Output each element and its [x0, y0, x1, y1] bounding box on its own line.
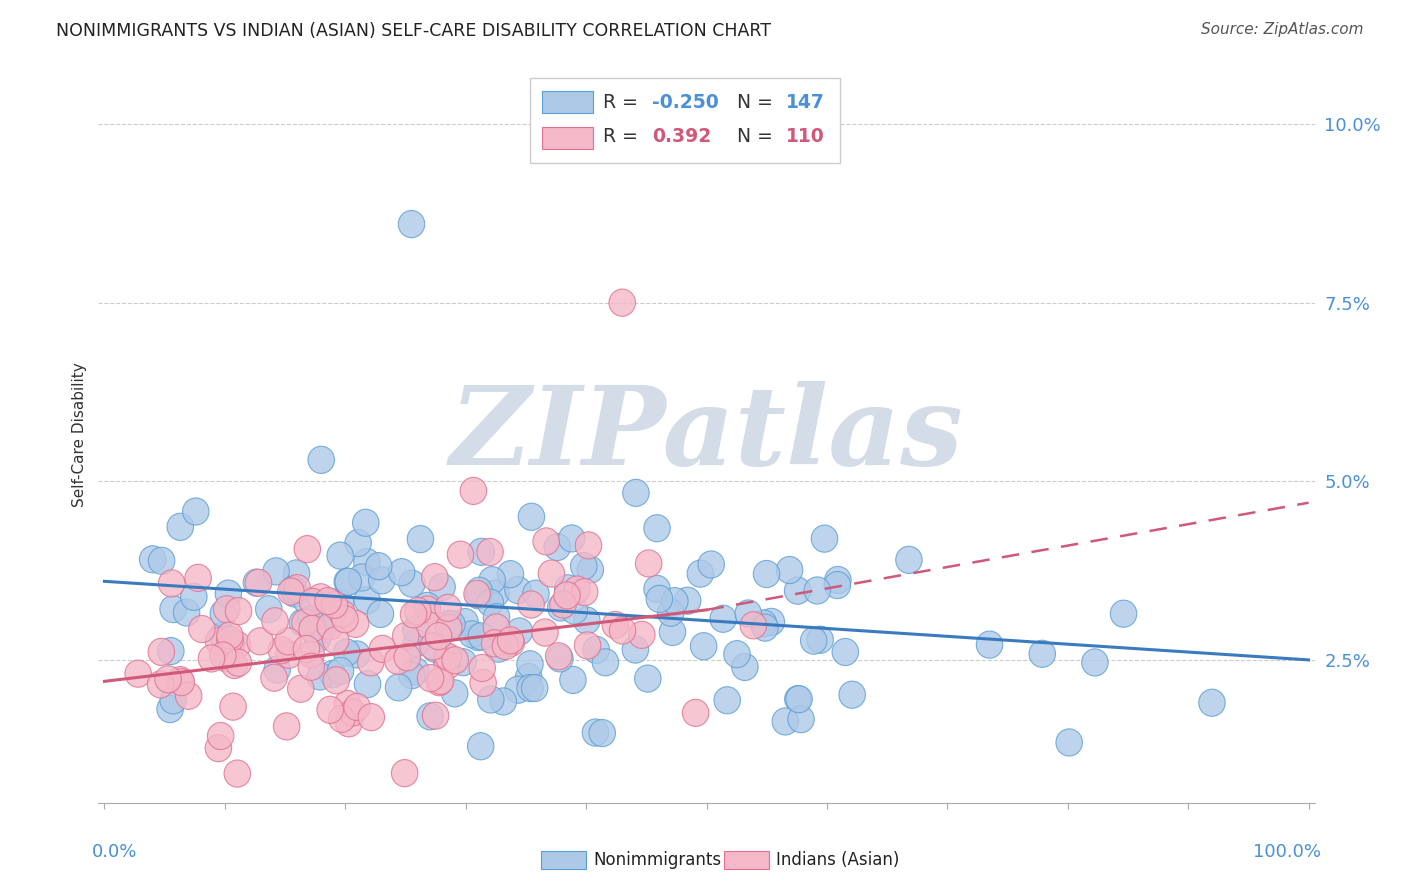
Text: R =: R =: [603, 93, 644, 112]
Text: -0.250: -0.250: [652, 93, 718, 112]
Text: N =: N =: [737, 128, 779, 146]
Text: 100.0%: 100.0%: [1253, 843, 1320, 862]
FancyBboxPatch shape: [543, 91, 593, 113]
FancyBboxPatch shape: [530, 78, 841, 162]
Text: Nonimmigrants: Nonimmigrants: [593, 851, 721, 869]
Text: 0.392: 0.392: [652, 128, 711, 146]
Text: Source: ZipAtlas.com: Source: ZipAtlas.com: [1201, 22, 1364, 37]
Text: Indians (Asian): Indians (Asian): [776, 851, 900, 869]
Y-axis label: Self-Care Disability: Self-Care Disability: [72, 362, 87, 508]
Text: N =: N =: [737, 93, 779, 112]
Text: NONIMMIGRANTS VS INDIAN (ASIAN) SELF-CARE DISABILITY CORRELATION CHART: NONIMMIGRANTS VS INDIAN (ASIAN) SELF-CAR…: [56, 22, 772, 40]
Text: 110: 110: [786, 128, 824, 146]
Text: R =: R =: [603, 128, 650, 146]
Text: ZIPatlas: ZIPatlas: [450, 381, 963, 489]
FancyBboxPatch shape: [543, 127, 593, 149]
Text: 147: 147: [786, 93, 824, 112]
Text: 0.0%: 0.0%: [93, 843, 138, 862]
